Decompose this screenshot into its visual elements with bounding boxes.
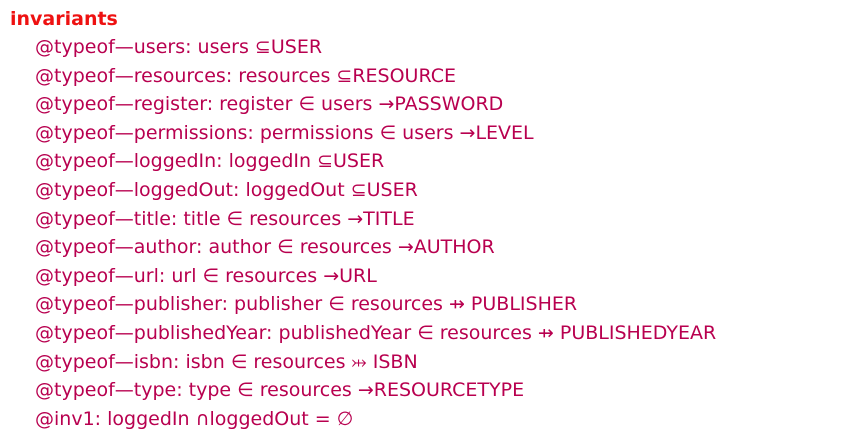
invariant-expression: permissions ∈ users →LEVEL [259, 121, 534, 144]
invariant-label: @typeof—loggedOut: [35, 178, 240, 201]
invariant-line-publishedyear: @typeof—publishedYear: publishedYear ∈ r… [35, 319, 845, 348]
invariant-label: @typeof—author: [35, 236, 203, 259]
invariant-line-type: @typeof—type: type ∈ resources →RESOURCE… [35, 376, 845, 405]
invariant-line-resources: @typeof—resources: resources ⊆RESOURCE [35, 62, 845, 91]
invariant-expression: loggedIn ⊆USER [228, 150, 385, 173]
invariants-document: invariants @typeof—users: users ⊆USER @t… [10, 5, 845, 433]
invariant-label: @typeof—title: [35, 207, 178, 230]
invariant-label: @typeof—permissions: [35, 121, 254, 144]
invariant-label: @inv1: [35, 407, 102, 430]
invariant-line-loggedin: @typeof—loggedIn: loggedIn ⊆USER [35, 147, 845, 176]
invariant-expression: loggedOut ⊆USER [245, 178, 418, 201]
invariant-expression: author ∈ resources →AUTHOR [208, 236, 495, 259]
invariant-line-permissions: @typeof—permissions: permissions ∈ users… [35, 119, 845, 148]
invariants-heading: invariants [10, 8, 118, 30]
invariant-label: @typeof—publishedYear: [35, 321, 273, 344]
invariant-expression: url ∈ resources →URL [171, 264, 377, 287]
invariant-line-author: @typeof—author: author ∈ resources →AUTH… [35, 233, 845, 262]
invariant-label: @typeof—resources: [35, 64, 233, 87]
invariant-line-users: @typeof—users: users ⊆USER [35, 33, 845, 62]
invariant-line-title: @typeof—title: title ∈ resources →TITLE [35, 205, 845, 234]
invariant-label: @typeof—url: [35, 264, 166, 287]
invariant-label: @typeof—publisher: [35, 293, 228, 316]
invariant-expression: publisher ∈ resources ⇸ PUBLISHER [234, 293, 578, 316]
invariant-line-loggedout: @typeof—loggedOut: loggedOut ⊆USER [35, 176, 845, 205]
invariant-list: @typeof—users: users ⊆USER @typeof—resou… [35, 33, 845, 433]
invariant-line-url: @typeof—url: url ∈ resources →URL [35, 262, 845, 291]
invariant-expression: resources ⊆RESOURCE [238, 64, 456, 87]
invariant-expression: type ∈ resources →RESOURCETYPE [188, 379, 525, 402]
invariant-label: @typeof—register: [35, 93, 214, 116]
invariant-expression: loggedIn ∩loggedOut = ∅ [107, 407, 354, 430]
invariant-line-inv1: @inv1: loggedIn ∩loggedOut = ∅ [35, 405, 845, 434]
invariant-line-publisher: @typeof—publisher: publisher ∈ resources… [35, 290, 845, 319]
invariant-label: @typeof—isbn: [35, 350, 180, 373]
invariant-label: @typeof—type: [35, 379, 183, 402]
invariant-line-register: @typeof—register: register ∈ users →PASS… [35, 90, 845, 119]
invariant-label: @typeof—users: [35, 36, 192, 58]
invariant-expression: register ∈ users →PASSWORD [219, 93, 504, 116]
invariant-expression: publishedYear ∈ resources ⇸ PUBLISHEDYEA… [278, 321, 717, 344]
invariant-expression: title ∈ resources →TITLE [183, 207, 415, 230]
invariant-expression: users ⊆USER [197, 36, 323, 58]
invariant-expression: isbn ∈ resources ⤔ ISBN [185, 350, 418, 373]
invariant-line-isbn: @typeof—isbn: isbn ∈ resources ⤔ ISBN [35, 348, 845, 377]
invariant-label: @typeof—loggedIn: [35, 150, 223, 173]
